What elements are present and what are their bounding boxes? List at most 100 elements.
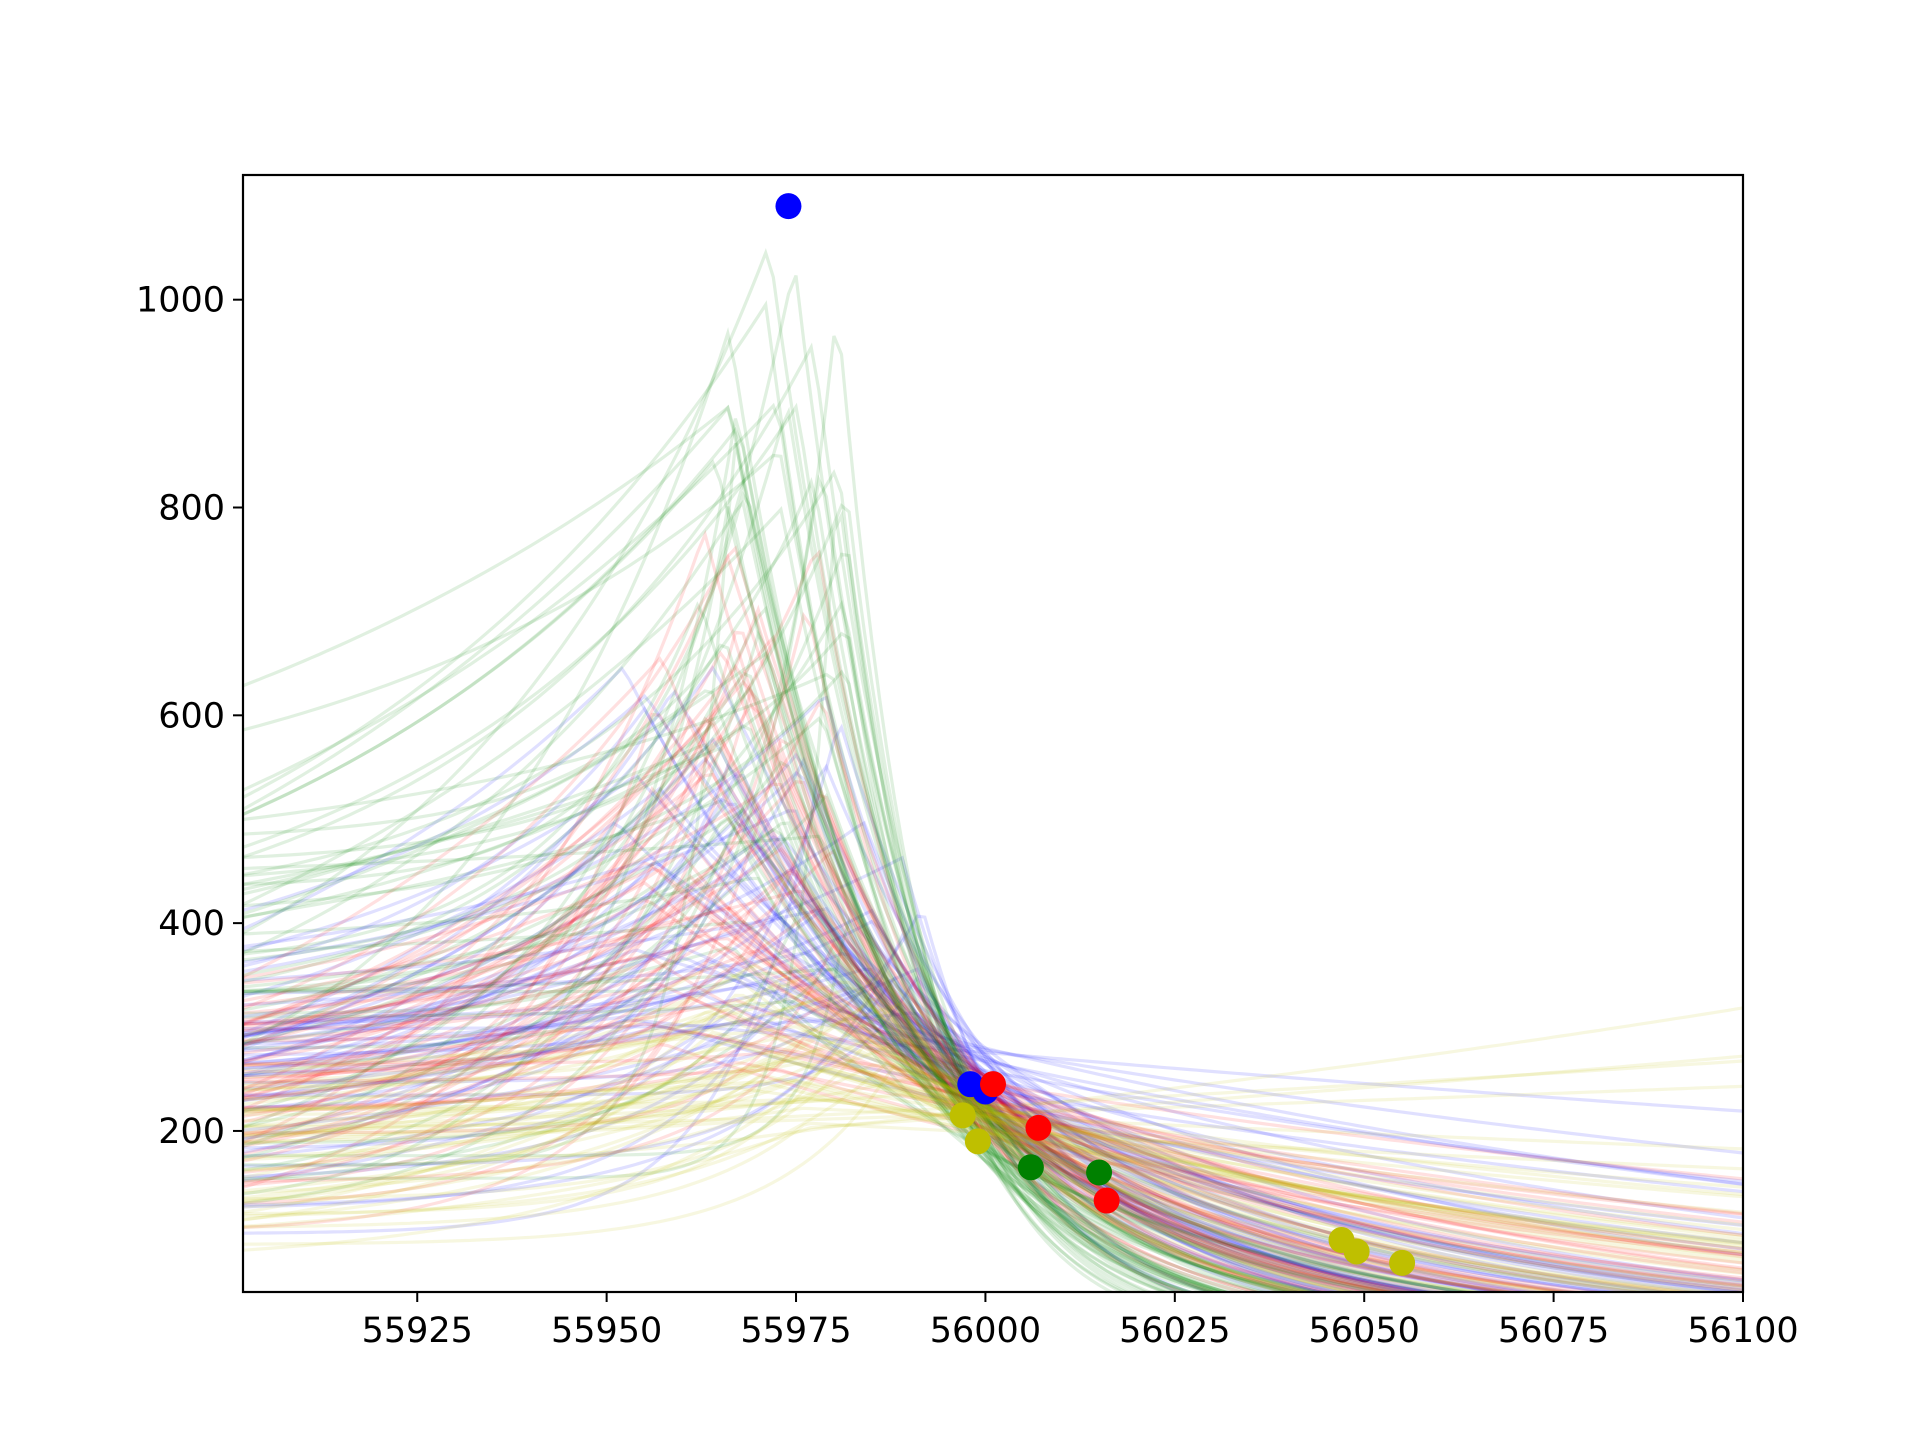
yellow-model-curve bbox=[243, 1062, 1743, 1284]
blue-data-point bbox=[775, 193, 802, 220]
x-tick-label: 56025 bbox=[1119, 1311, 1230, 1351]
green-model-curve bbox=[243, 967, 1329, 1292]
blue-model-curve bbox=[243, 938, 1743, 1220]
red-model-curve bbox=[243, 1067, 1743, 1254]
yellow-model-curve bbox=[243, 977, 1364, 1292]
yellow-model-curve bbox=[243, 1097, 1743, 1189]
green-model-curve bbox=[243, 506, 1212, 1292]
yellow-model-curve bbox=[243, 986, 1519, 1292]
blue-model-curve bbox=[243, 916, 1513, 1292]
green-model-curve bbox=[243, 404, 1225, 1292]
green-model-curve bbox=[243, 669, 1154, 1292]
yellow-model-curve bbox=[243, 963, 1670, 1292]
red-data-point bbox=[1093, 1187, 1120, 1214]
green-model-curve bbox=[243, 406, 1226, 1292]
yellow-model-curve bbox=[243, 1038, 1728, 1292]
red-model-curve bbox=[243, 786, 1584, 1292]
yellow-model-curve bbox=[243, 1011, 1743, 1254]
blue-model-curve bbox=[243, 907, 1438, 1292]
green-model-curve bbox=[243, 442, 1295, 1292]
yellow-model-curve bbox=[243, 1080, 1743, 1243]
yellow-model-curve bbox=[243, 1031, 1743, 1259]
red-model-curve bbox=[243, 549, 1188, 1292]
blue-model-curve bbox=[243, 665, 1533, 1292]
blue-model-curve bbox=[243, 843, 1437, 1292]
x-axis-ticks: 55925 55950 55975 56000 56025 56050 56075 56100 bbox=[362, 1292, 1799, 1351]
yellow-model-curve bbox=[243, 968, 1303, 1292]
green-model-curve bbox=[243, 426, 1215, 1292]
green-model-curve bbox=[243, 834, 1292, 1292]
blue-model-curve bbox=[243, 693, 1743, 1292]
data-points bbox=[775, 193, 1416, 1276]
red-model-curve bbox=[243, 846, 1406, 1292]
blue-model-curve bbox=[243, 975, 1348, 1292]
yellow-model-curve bbox=[243, 1008, 1743, 1272]
yellow-model-curve bbox=[243, 1046, 1723, 1292]
red-data-point bbox=[980, 1071, 1006, 1098]
y-tick-label: 1000 bbox=[136, 281, 225, 321]
green-model-curve bbox=[243, 651, 1292, 1292]
green-model-curve bbox=[243, 916, 1322, 1292]
red-model-curve bbox=[243, 852, 1610, 1292]
blue-model-curve bbox=[243, 914, 1183, 1292]
red-model-curve bbox=[243, 634, 1304, 1292]
yellow-model-curve bbox=[243, 1025, 1743, 1261]
yellow-model-curve bbox=[243, 1006, 1743, 1171]
green-model-curve bbox=[243, 469, 1126, 1292]
blue-model-curve bbox=[243, 752, 1345, 1292]
yellow-model-curve bbox=[243, 1003, 1490, 1292]
red-model-curve bbox=[243, 529, 1316, 1292]
yellow-model-curve bbox=[243, 1063, 1743, 1276]
green-model-curve bbox=[243, 326, 1196, 1292]
yellow-model-curve bbox=[243, 1030, 1743, 1250]
yellow-model-curve bbox=[243, 1106, 1743, 1151]
green-model-curve bbox=[243, 820, 1386, 1292]
yellow-model-curve bbox=[243, 974, 1692, 1292]
red-model-curve bbox=[243, 906, 1578, 1292]
red-model-curve bbox=[243, 717, 1460, 1292]
blue-model-curve bbox=[243, 774, 1743, 1282]
red-model-curve bbox=[243, 611, 1219, 1292]
yellow-model-curve bbox=[243, 1093, 1743, 1197]
green-model-curve bbox=[243, 724, 1271, 1292]
green-model-curve bbox=[243, 799, 1312, 1292]
blue-model-curve bbox=[243, 763, 1414, 1292]
yellow-model-curve bbox=[243, 1059, 1743, 1232]
blue-model-curve bbox=[243, 932, 1195, 1292]
blue-model-curve bbox=[243, 861, 1743, 1257]
yellow-model-curve bbox=[243, 982, 1743, 1292]
x-tick-label: 56075 bbox=[1498, 1311, 1609, 1351]
yellow-data-point bbox=[949, 1102, 976, 1129]
green-model-curve bbox=[243, 685, 1232, 1292]
red-model-curve bbox=[243, 995, 1743, 1265]
green-model-curve bbox=[243, 876, 1399, 1292]
blue-model-curve bbox=[243, 809, 1329, 1292]
red-model-curve bbox=[243, 780, 1263, 1292]
red-model-curve bbox=[243, 650, 1378, 1292]
green-model-curve bbox=[243, 821, 1254, 1292]
blue-model-curve bbox=[243, 1012, 1743, 1186]
green-model-curve bbox=[243, 510, 1143, 1292]
green-model-curve bbox=[243, 716, 1269, 1292]
yellow-model-curve bbox=[243, 965, 1583, 1292]
y-tick-label: 200 bbox=[158, 1112, 225, 1152]
green-model-curve bbox=[243, 502, 1135, 1292]
green-model-curve bbox=[243, 807, 1421, 1292]
green-data-point bbox=[1086, 1159, 1113, 1186]
red-data-point bbox=[1025, 1114, 1052, 1141]
red-model-curve bbox=[243, 949, 1588, 1292]
blue-model-curve bbox=[243, 1004, 1743, 1182]
green-model-curve bbox=[243, 742, 1474, 1292]
y-tick-label: 400 bbox=[158, 904, 225, 944]
red-model-curve bbox=[243, 953, 1743, 1280]
blue-model-curve bbox=[243, 1018, 1743, 1113]
green-model-curve bbox=[243, 300, 1171, 1292]
green-model-curve bbox=[243, 601, 1303, 1292]
red-model-curve bbox=[243, 1036, 1743, 1257]
red-model-curve bbox=[243, 1042, 1743, 1257]
x-tick-label: 55925 bbox=[362, 1311, 473, 1351]
yellow-model-curve bbox=[243, 993, 1743, 1265]
blue-model-curve bbox=[243, 843, 1623, 1292]
blue-model-curve bbox=[243, 833, 1678, 1292]
